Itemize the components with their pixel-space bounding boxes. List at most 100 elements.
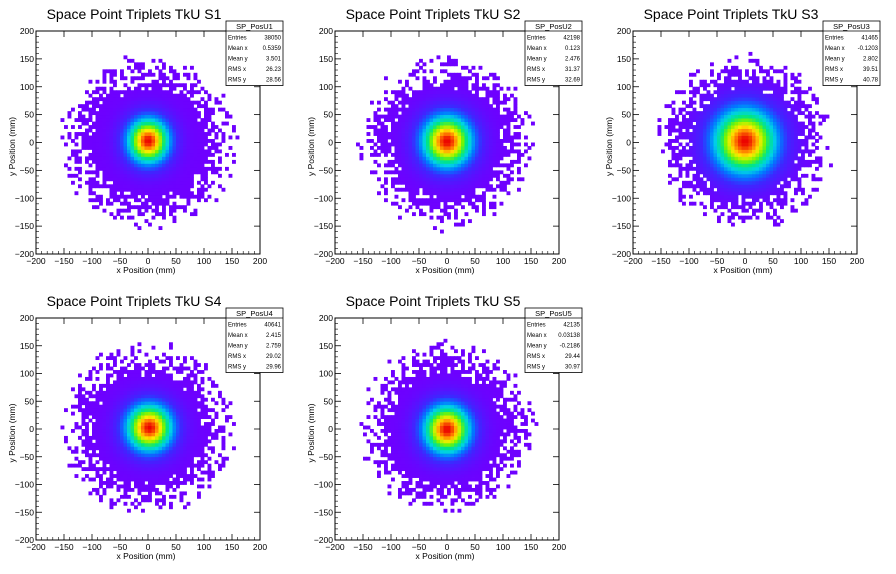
bin — [815, 156, 819, 161]
bin — [207, 159, 212, 164]
bin — [710, 69, 714, 74]
bin — [741, 142, 746, 147]
bin — [211, 145, 215, 150]
bin — [447, 125, 451, 129]
bin — [510, 149, 514, 154]
bin — [380, 135, 385, 140]
bin — [95, 173, 100, 178]
bin — [461, 219, 465, 224]
bin — [398, 180, 402, 185]
bin — [137, 177, 142, 182]
bin — [106, 142, 110, 147]
bin — [440, 139, 444, 143]
bin — [457, 86, 462, 91]
bin — [408, 194, 413, 199]
bin — [113, 79, 117, 84]
x-tick-label: 50 — [171, 256, 181, 266]
bin — [745, 159, 749, 164]
bin — [496, 135, 500, 140]
bin — [780, 90, 784, 95]
bin — [158, 69, 163, 74]
bin — [137, 180, 142, 185]
bin — [141, 439, 145, 444]
bin — [738, 142, 742, 147]
bin — [710, 180, 714, 185]
bin — [120, 394, 124, 399]
bin — [734, 163, 739, 168]
bin — [780, 100, 784, 105]
bin — [88, 373, 93, 378]
bin — [415, 156, 420, 161]
bin — [436, 118, 441, 122]
bin — [179, 111, 184, 116]
bin — [689, 180, 693, 185]
bin — [137, 383, 142, 388]
bin — [95, 432, 100, 437]
bin — [102, 446, 107, 451]
bin — [165, 118, 170, 122]
bin — [130, 114, 135, 119]
bin — [137, 481, 142, 485]
bin — [141, 498, 145, 503]
bin — [415, 198, 420, 203]
bin — [401, 142, 406, 147]
bin — [478, 149, 483, 154]
bin — [141, 139, 145, 143]
bin — [748, 215, 753, 220]
bin — [141, 156, 145, 161]
bin — [412, 107, 416, 112]
bin — [450, 93, 455, 98]
bin — [703, 166, 707, 171]
bin — [155, 163, 159, 168]
bin — [78, 159, 82, 164]
bin — [394, 139, 399, 143]
bin — [158, 166, 163, 171]
bin — [783, 163, 788, 168]
bin — [752, 107, 756, 112]
bin — [440, 128, 444, 133]
bin — [675, 90, 679, 95]
bin — [102, 156, 107, 161]
bin — [689, 111, 693, 116]
bin — [120, 163, 124, 168]
bin — [102, 152, 107, 157]
bin — [524, 111, 528, 116]
bin — [503, 173, 507, 178]
bin — [81, 121, 86, 126]
bin — [776, 201, 781, 206]
bin — [780, 132, 784, 136]
bin — [734, 125, 739, 129]
bin — [433, 121, 437, 126]
bin — [692, 159, 697, 164]
bin — [436, 100, 441, 105]
bin — [468, 149, 472, 154]
bin — [447, 62, 451, 67]
bin — [492, 90, 497, 95]
bin — [190, 114, 194, 119]
bin — [127, 390, 131, 395]
bin — [804, 173, 809, 178]
bin — [489, 201, 493, 206]
bin — [99, 411, 103, 416]
bin — [513, 159, 518, 164]
bin — [419, 114, 423, 119]
bin — [200, 104, 205, 109]
bin — [144, 415, 149, 419]
bin — [144, 422, 149, 426]
bin — [720, 125, 725, 129]
bin — [169, 194, 173, 199]
bin — [485, 125, 490, 129]
bin — [64, 125, 68, 129]
bin — [99, 118, 103, 122]
bin — [461, 205, 465, 210]
bin — [130, 215, 135, 220]
bin — [447, 90, 451, 95]
bin — [496, 118, 500, 122]
bin — [773, 114, 777, 119]
bin — [179, 125, 184, 129]
bin — [436, 180, 441, 185]
bin — [221, 107, 226, 112]
bin — [422, 83, 427, 88]
bin — [492, 142, 497, 147]
bin — [109, 76, 114, 81]
